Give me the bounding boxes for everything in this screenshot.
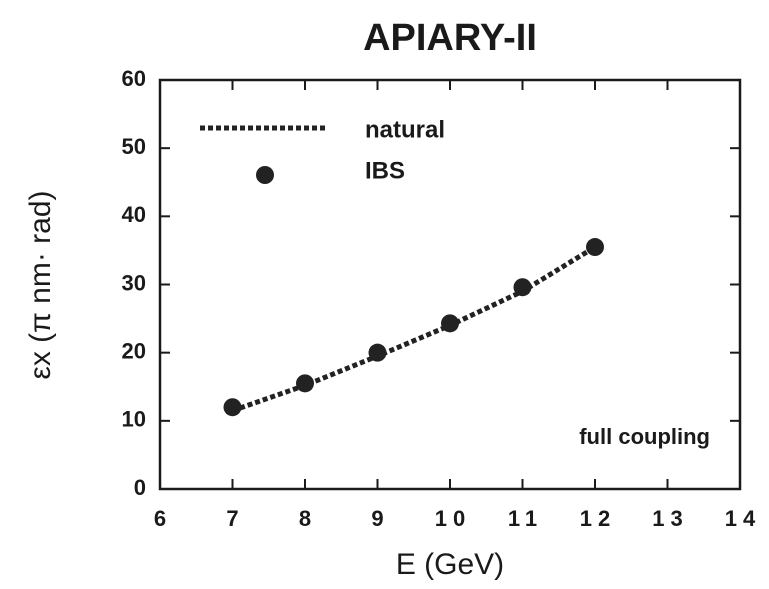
data-point [586,238,604,257]
x-tick-label: 11 [508,506,543,531]
y-tick-label: 50 [122,134,146,159]
data-point [296,374,314,393]
legend-marker [256,166,274,184]
y-tick-label: 60 [122,66,146,91]
y-tick-label: 10 [122,407,146,432]
x-tick-label: 8 [299,506,317,531]
annotation: full coupling [579,424,710,449]
y-tick-label: 40 [122,202,146,227]
x-tick-label: 6 [154,506,172,531]
y-tick-label: 20 [122,338,146,363]
data-point [441,314,459,333]
data-point [223,398,242,417]
x-tick-label: 7 [226,506,244,531]
y-tick-label: 0 [134,475,146,500]
y-tick-label: 30 [122,270,146,295]
x-tick-label: 13 [652,506,688,531]
legend-label: IBS [365,157,405,184]
x-tick-label: 9 [371,506,389,531]
y-axis-label: εx (π nm· rad) [24,190,57,379]
data-line [231,244,597,413]
x-axis-label: E (GeV) [396,548,504,581]
data-point [513,278,532,297]
chart-title: APIARY-II [363,17,537,59]
x-tick-label: 12 [580,506,616,531]
x-tick-label: 14 [725,506,761,531]
data-point [368,343,387,362]
legend-label: natural [365,116,445,143]
x-tick-label: 10 [435,506,471,531]
